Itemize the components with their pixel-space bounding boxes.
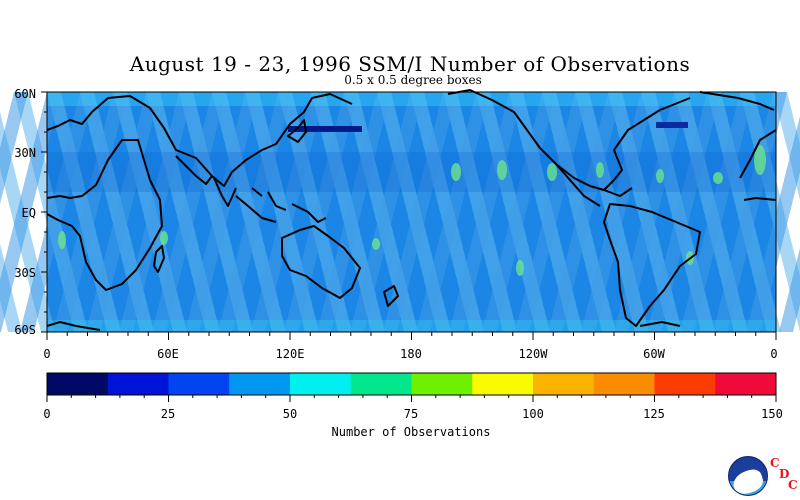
coastline-africa (46, 139, 163, 291)
swath-band (317, 92, 391, 332)
colorbar-cell (168, 373, 230, 395)
swath-band (383, 92, 457, 332)
colorbar-cell (229, 373, 291, 395)
high-count-patch (451, 163, 461, 181)
colorbar-label-150: 150 (761, 407, 783, 421)
coastline-indonesia (235, 187, 327, 223)
lon-label-60e: 60E (157, 347, 179, 361)
colorbar-cell (411, 373, 473, 395)
swath-band (515, 92, 589, 332)
coastline-india (175, 155, 237, 207)
swath-band (713, 92, 787, 332)
lon-label-120w: 120W (518, 347, 548, 361)
swath-band (647, 92, 721, 332)
swath-band (20, 92, 94, 332)
lat-label-30n: 30N (14, 146, 36, 160)
lon-label-120e: 120E (275, 347, 305, 361)
coastline-south-america (603, 203, 701, 327)
swath-band (350, 92, 424, 332)
swath-band (581, 92, 655, 332)
swath-band (548, 92, 622, 332)
colorbar-cell (47, 373, 109, 395)
lat-label-eq: EQ (21, 206, 36, 220)
colorbar-ticks (46, 395, 777, 402)
coastline-new-zealand (383, 285, 399, 307)
coastline-west-africa (739, 129, 777, 201)
swath-band (779, 248, 800, 332)
cdc-letter-d: D (779, 467, 790, 481)
coastline-australia (281, 225, 361, 299)
map-subtitle: 0.5 x 0.5 degree boxes (344, 73, 482, 87)
high-count-patch (372, 238, 380, 250)
high-count-patch (58, 231, 66, 249)
swath-band (119, 92, 193, 332)
lat-label-60n: 60N (14, 87, 36, 101)
high-count-patch (713, 172, 723, 184)
colorbar-cell (654, 373, 716, 395)
coastline-greenland (699, 91, 775, 111)
high-count-patch (160, 231, 168, 245)
high-count-patch (596, 162, 604, 178)
coastline-madagascar (153, 245, 165, 273)
latitude-band (47, 92, 776, 106)
lon-label-0: 0 (43, 347, 51, 361)
swath-band (185, 92, 259, 332)
high-count-patch (497, 160, 507, 180)
colorbar-cell (472, 373, 534, 395)
cdc-letter-c2: C (788, 478, 798, 492)
latitude-band (47, 320, 776, 332)
colorbar-label-100: 100 (522, 407, 544, 421)
colorbar-label-25: 25 (160, 407, 176, 421)
lat-label-60s: 60S (14, 323, 36, 337)
lat-label-30s: 30S (14, 266, 36, 280)
cdc-letter-c1: C (770, 456, 780, 470)
swath-band (680, 92, 754, 332)
colorbar-cells (47, 373, 777, 395)
lon-label-0-right: 0 (770, 347, 778, 361)
swath-band (746, 116, 800, 332)
coastline-central-america (555, 163, 633, 207)
colorbar-cell (107, 373, 169, 395)
coastline-antarctica (46, 321, 681, 331)
swath-band (53, 92, 127, 332)
swath-band (449, 92, 523, 332)
data-gap-block (288, 126, 362, 132)
colorbar-cell (593, 373, 655, 395)
data-gap-block (656, 122, 688, 128)
coastline-eurasia (46, 93, 353, 187)
colorbar-cell (715, 373, 777, 395)
latitude-ticks (41, 91, 47, 333)
high-count-patch (547, 163, 557, 181)
colorbar-label-0: 0 (43, 407, 51, 421)
colorbar-cell (533, 373, 595, 395)
colorbar-label-125: 125 (643, 407, 665, 421)
coastline-north-america (447, 89, 691, 191)
lon-label-60w: 60W (643, 347, 665, 361)
swath-band (416, 92, 490, 332)
swath-band (152, 92, 226, 332)
swath-band (251, 92, 325, 332)
colorbar-label-75: 75 (403, 407, 419, 421)
colorbar-cell (350, 373, 412, 395)
coastline-japan (287, 119, 307, 143)
colorbar-label-50: 50 (282, 407, 298, 421)
colorbar-title: Number of Observations (331, 425, 491, 439)
high-count-patch (754, 145, 766, 175)
high-count-patches (58, 122, 766, 276)
high-count-patch (516, 260, 524, 276)
noaa-logo (728, 456, 768, 496)
swath-band (284, 92, 358, 332)
swath-band (482, 92, 556, 332)
coastlines (46, 89, 777, 331)
colorbar-cell (290, 373, 352, 395)
longitude-ticks (46, 332, 777, 340)
latitude-band (47, 152, 776, 192)
swath-band (0, 92, 28, 204)
map-title: August 19 - 23, 1996 SSM/I Number of Obs… (129, 52, 691, 76)
high-count-patch (656, 169, 664, 183)
lon-label-180: 180 (400, 347, 422, 361)
